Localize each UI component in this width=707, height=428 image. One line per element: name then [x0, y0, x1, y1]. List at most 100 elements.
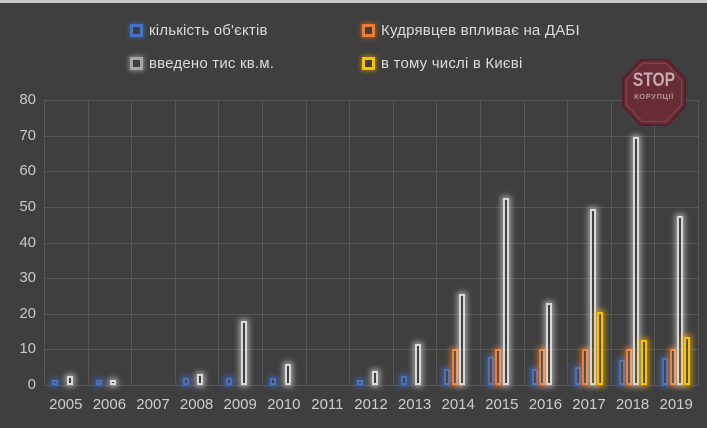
bar-кількість-об'єктів-2009	[226, 377, 233, 385]
x-axis-tick-label: 2014	[441, 396, 475, 413]
top-strip	[0, 0, 707, 3]
gridline-vertical	[174, 100, 176, 385]
bar-Кудрявцев-впливає-на-ДАБІ-2016	[538, 349, 545, 385]
x-axis-tick-label: 2005	[49, 396, 83, 413]
y-axis-tick-label: 80	[19, 91, 36, 108]
bar-кількість-об'єктів-2005	[51, 379, 58, 385]
bar-кількість-об'єктів-2018	[618, 360, 625, 385]
gridline-horizontal	[44, 206, 698, 208]
y-axis-tick-label: 70	[19, 126, 36, 144]
y-axis-tick-label: 50	[19, 197, 36, 215]
bar-введено-тис-кв.м.-2019	[676, 215, 683, 385]
bar-в-тому-числі-в-Києві-2019	[684, 336, 691, 385]
bar-кількість-об'єктів-2016	[531, 368, 538, 385]
x-axis-tick-label: 2017	[572, 396, 606, 413]
legend-item-kyiv: в тому числі в Києві	[362, 54, 522, 72]
bar-кількість-об'єктів-2008	[182, 377, 189, 385]
x-axis-tick-label: 2008	[179, 396, 214, 413]
legend-item-obyektiv: кількість об'єктів	[130, 21, 268, 39]
gridline-vertical	[262, 100, 263, 385]
gridline-vertical	[567, 100, 569, 385]
bar-в-тому-числі-в-Києві-2017	[596, 311, 603, 385]
bar-введено-тис-кв.м.-2006	[110, 379, 117, 385]
x-axis-tick-label: 2010	[267, 396, 301, 413]
x-axis-tick-label: 2013	[397, 396, 432, 413]
bar-Кудрявцев-впливає-на-ДАБІ-2014	[451, 349, 458, 385]
bar-введено-тис-кв.м.-2015	[502, 197, 509, 385]
stamp-text-stop: STOP	[632, 70, 676, 91]
bar-кількість-об'єктів-2010	[269, 377, 276, 385]
bar-Кудрявцев-впливає-на-ДАБІ-2018	[626, 349, 633, 385]
y-axis-tick-label: 0	[27, 376, 36, 393]
gridline-vertical	[480, 100, 481, 385]
bar-введено-тис-кв.м.-2017	[589, 208, 596, 385]
legend-label-obyektiv: кількість об'єктів	[149, 21, 268, 39]
x-axis-tick-label: 2012	[354, 396, 388, 413]
bar-Кудрявцев-впливає-на-ДАБІ-2017	[582, 349, 589, 385]
legend-item-kudryavtsev: Кудрявцев впливає на ДАБІ	[362, 21, 580, 39]
stop-sign-octagon-icon	[622, 59, 686, 126]
y-axis-tick-label: 10	[19, 340, 36, 358]
bar-Кудрявцев-впливає-на-ДАБІ-2015	[495, 349, 502, 385]
bar-введено-тис-кв.м.-2013	[415, 344, 422, 385]
bar-введено-тис-кв.м.-2005	[66, 376, 73, 385]
gridline-vertical	[305, 100, 307, 385]
gridline-horizontal	[44, 135, 698, 137]
x-axis-tick-label: 2015	[485, 396, 519, 413]
bar-кількість-об'єктів-2006	[95, 379, 102, 385]
gridline-horizontal	[44, 349, 698, 351]
legend-label-vvedeno: введено тис кв.м.	[149, 54, 275, 72]
y-axis-tick-label: 60	[19, 162, 36, 180]
legend-marker-yellow-icon	[362, 56, 375, 70]
bar-введено-тис-кв.м.-2008	[197, 374, 204, 385]
gridline-vertical	[131, 100, 133, 385]
legend-marker-blue-icon	[130, 23, 143, 37]
gridline-vertical	[392, 100, 394, 385]
x-axis-tick-label: 2007	[136, 396, 170, 413]
x-axis-tick-label: 2016	[528, 396, 563, 413]
gridline-horizontal	[44, 385, 698, 386]
gridline-vertical	[610, 100, 612, 385]
legend-item-vvedeno: введено тис кв.м.	[130, 54, 274, 72]
y-axis-tick-label: 20	[19, 304, 36, 322]
bar-кількість-об'єктів-2014	[444, 368, 451, 385]
x-axis-tick-label: 2009	[223, 396, 257, 413]
legend-marker-gray-icon	[130, 56, 143, 70]
gridline-vertical	[523, 100, 525, 385]
stamp-text-korupciji: КОРУПЦІЇ	[634, 92, 674, 101]
bar-кількість-об'єктів-2012	[357, 379, 364, 385]
bar-введено-тис-кв.м.-2016	[546, 303, 553, 385]
gridline-vertical	[218, 100, 220, 385]
bar-введено-тис-кв.м.-2018	[633, 137, 640, 385]
x-axis-tick-label: 2006	[92, 396, 127, 413]
gridline-horizontal	[44, 171, 698, 173]
stop-corruption-stamp: STOP КОРУПЦІЇ	[622, 59, 686, 126]
gridline-vertical	[436, 100, 438, 385]
bar-кількість-об'єктів-2013	[400, 376, 407, 385]
gridline-vertical	[44, 100, 45, 385]
legend-label-kudryavtsev: Кудрявцев впливає на ДАБІ	[381, 21, 580, 39]
gridline-vertical	[654, 100, 656, 385]
gridline-horizontal	[44, 242, 698, 244]
bar-введено-тис-кв.м.-2010	[284, 363, 291, 385]
gridline-horizontal	[44, 278, 698, 280]
x-axis-tick-label: 2018	[615, 396, 650, 413]
legend-marker-orange-icon	[362, 23, 375, 37]
bar-введено-тис-кв.м.-2014	[458, 294, 465, 385]
y-axis-tick-label: 30	[19, 269, 36, 287]
gridline-vertical	[698, 100, 699, 385]
bar-Кудрявцев-впливає-на-ДАБІ-2019	[669, 349, 676, 385]
bar-кількість-об'єктів-2015	[487, 356, 494, 385]
legend-label-kyiv: в тому числі в Києві	[381, 54, 523, 72]
gridline-vertical	[349, 100, 351, 385]
bar-кількість-об'єктів-2017	[575, 367, 582, 385]
bar-в-тому-числі-в-Києві-2018	[640, 340, 647, 385]
gridline-horizontal	[44, 100, 698, 101]
x-axis-tick-label: 2011	[311, 396, 344, 413]
bar-введено-тис-кв.м.-2012	[371, 370, 378, 385]
gridline-vertical	[87, 100, 89, 385]
gridline-horizontal	[44, 313, 698, 315]
bar-кількість-об'єктів-2019	[662, 358, 669, 385]
y-axis-tick-label: 40	[19, 233, 36, 251]
x-axis-tick-label: 2019	[659, 396, 693, 413]
